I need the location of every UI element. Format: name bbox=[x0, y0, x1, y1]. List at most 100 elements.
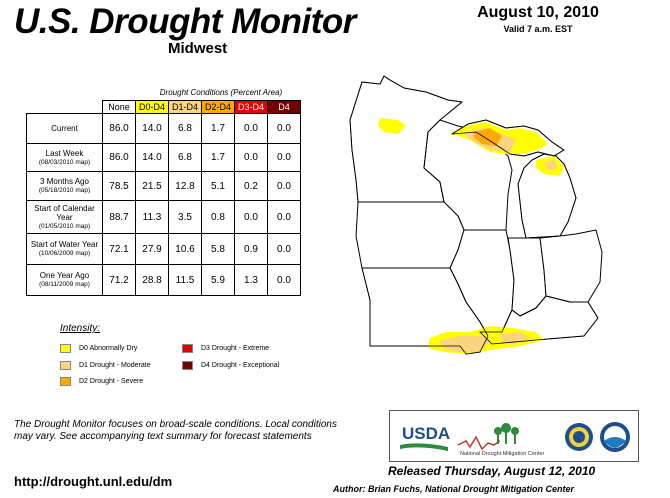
d2-area-upper-michigan bbox=[474, 128, 502, 146]
table-cell: 0.0 bbox=[234, 200, 268, 234]
legend-swatch-d4 bbox=[182, 361, 193, 370]
author-credit: Author: Brian Fuchs, National Drought Mi… bbox=[333, 484, 574, 494]
row-label-text: One Year Ago bbox=[39, 271, 90, 280]
release-date: Released Thursday, August 12, 2010 bbox=[388, 464, 596, 478]
header-blank-cell bbox=[27, 101, 103, 114]
table-cell: 0.8 bbox=[201, 200, 235, 234]
row-label-text: Start of Water Year bbox=[30, 240, 99, 249]
table-cell: 78.5 bbox=[102, 171, 136, 201]
legend-swatch-d1 bbox=[60, 361, 71, 370]
column-header-d4: D4 bbox=[267, 100, 301, 114]
table-cell: 14.0 bbox=[135, 143, 169, 172]
table-cell: 0.0 bbox=[234, 113, 268, 144]
table-cell: 1.7 bbox=[201, 113, 235, 144]
table-cell: 0.0 bbox=[267, 171, 301, 201]
disclaimer-note: The Drought Monitor focuses on broad-sca… bbox=[14, 419, 337, 442]
valid-time: Valid 7 a.m. EST bbox=[503, 24, 573, 34]
row-label: Start of Water Year (10/06/2009 map) bbox=[26, 233, 103, 265]
table-row: One Year Ago (08/11/2009 map) 71.2 28.8 11.5… bbox=[26, 264, 301, 296]
region-name: Midwest bbox=[168, 40, 228, 57]
row-label-text: Current bbox=[51, 124, 78, 133]
d1-area-lower-michigan bbox=[544, 160, 558, 170]
legend-label-d0: D0 Abnormally Dry bbox=[79, 345, 138, 352]
table-cell: 5.8 bbox=[201, 233, 235, 265]
drought-conditions-table: None D0-D4 D1-D4 D2-D4 D3-D4 D4 Current 8… bbox=[26, 100, 301, 296]
column-header-d1-d4: D1-D4 bbox=[168, 100, 202, 114]
table-cell: 0.0 bbox=[267, 264, 301, 296]
state-iowa bbox=[355, 201, 465, 269]
table-cell: 5.9 bbox=[201, 264, 235, 296]
legend-title: Intensity: bbox=[60, 323, 101, 334]
column-header-d3-d4: D3-D4 bbox=[234, 100, 268, 114]
legend-item-d0: D0 Abnormally Dry bbox=[60, 344, 137, 353]
table-cell: 0.0 bbox=[267, 233, 301, 265]
table-header-row: None D0-D4 D1-D4 D2-D4 D3-D4 D4 bbox=[27, 100, 301, 114]
table-cell: 71.2 bbox=[102, 264, 136, 296]
table-cell: 0.0 bbox=[267, 113, 301, 144]
column-header-none: None bbox=[102, 100, 136, 114]
table-cell: 1.3 bbox=[234, 264, 268, 296]
midwest-drought-map bbox=[349, 75, 603, 355]
table-cell: 72.1 bbox=[102, 233, 136, 265]
legend-label-d3: D3 Drought - Extreme bbox=[201, 345, 270, 352]
row-label: Last Week (08/03/2010 map) bbox=[26, 143, 103, 172]
table-caption: Drought Conditions (Percent Area) bbox=[159, 88, 283, 97]
table-cell: 0.0 bbox=[267, 143, 301, 172]
drought-monitor-link[interactable]: http://drought.unl.edu/dm bbox=[14, 474, 173, 489]
table-cell: 6.8 bbox=[168, 113, 202, 144]
row-label: One Year Ago (08/11/2009 map) bbox=[26, 264, 103, 296]
row-label-text: Start of Calendar Year bbox=[34, 203, 95, 222]
table-cell: 3.5 bbox=[168, 200, 202, 234]
noaa-logo bbox=[600, 422, 630, 452]
legend-label-d1: D1 Drought - Moderate bbox=[79, 362, 151, 369]
d0-area-minnesota bbox=[378, 118, 406, 134]
map-date: August 10, 2010 bbox=[477, 4, 599, 21]
legend-item-d3: D3 Drought - Extreme bbox=[182, 344, 269, 353]
row-label: Current bbox=[26, 113, 103, 144]
table-cell: 0.0 bbox=[267, 200, 301, 234]
d1-area-southern bbox=[440, 336, 490, 352]
commerce-seal bbox=[565, 423, 593, 451]
row-sublabel: (08/03/2010 map) bbox=[38, 158, 91, 166]
table-cell: 1.7 bbox=[201, 143, 235, 172]
state-ohio bbox=[539, 229, 603, 303]
row-sublabel: (10/06/2009 map) bbox=[38, 250, 91, 257]
legend-label-d4: D4 Drought - Exceptional bbox=[201, 362, 280, 369]
legend-label-d2: D2 Drought - Severe bbox=[79, 378, 144, 385]
row-label: 3 Months Ago (05/18/2010 map) bbox=[26, 171, 103, 201]
table-cell: 11.5 bbox=[168, 264, 202, 296]
row-sublabel: (01/05/2010 map) bbox=[38, 222, 91, 230]
row-sublabel: (08/11/2009 map) bbox=[39, 281, 90, 288]
ndmc-logo: National Drought Mitigation Center bbox=[457, 423, 545, 457]
map-title: U.S. Drought Monitor bbox=[14, 2, 356, 41]
table-cell: 12.8 bbox=[168, 171, 202, 201]
legend-item-d2: D2 Drought - Severe bbox=[60, 377, 143, 386]
table-cell: 88.7 bbox=[102, 200, 136, 234]
table-cell: 28.8 bbox=[135, 264, 169, 296]
partner-logos: USDA National Drought Mitigation Center bbox=[389, 410, 639, 462]
table-cell: 86.0 bbox=[102, 113, 136, 144]
table-cell: 21.5 bbox=[135, 171, 169, 201]
row-label-text: Last Week bbox=[45, 148, 84, 158]
table-row: 3 Months Ago (05/18/2010 map) 78.5 21.5 12.8… bbox=[26, 171, 301, 201]
legend-item-d4: D4 Drought - Exceptional bbox=[182, 361, 279, 370]
table-cell: 5.1 bbox=[201, 171, 235, 201]
table-cell: 14.0 bbox=[135, 113, 169, 144]
table-row: Start of Water Year (10/06/2009 map) 72.1 2… bbox=[26, 233, 301, 265]
table-cell: 0.0 bbox=[234, 143, 268, 172]
table-cell: 10.6 bbox=[168, 233, 202, 265]
column-header-d0-d4: D0-D4 bbox=[135, 100, 169, 114]
table-row: Last Week (08/03/2010 map) 86.0 14.0 6.8 1.7 0… bbox=[26, 143, 301, 172]
table-cell: 0.9 bbox=[234, 233, 268, 265]
table-cell: 86.0 bbox=[102, 143, 136, 172]
table-cell: 6.8 bbox=[168, 143, 202, 172]
column-header-d2-d4: D2-D4 bbox=[201, 100, 235, 114]
ndmc-logo-text: National Drought Mitigation Center bbox=[460, 451, 545, 457]
table-cell: 11.3 bbox=[135, 200, 169, 234]
row-label-text: 3 Months Ago bbox=[40, 177, 89, 186]
row-label: Start of Calendar Year (01/05/2010 map) bbox=[26, 200, 103, 234]
legend-swatch-d3 bbox=[182, 344, 193, 353]
usda-logo: USDA bbox=[400, 424, 450, 451]
table-row: Start of Calendar Year (01/05/2010 map) 88… bbox=[26, 200, 301, 234]
row-sublabel: (05/18/2010 map) bbox=[38, 187, 91, 194]
